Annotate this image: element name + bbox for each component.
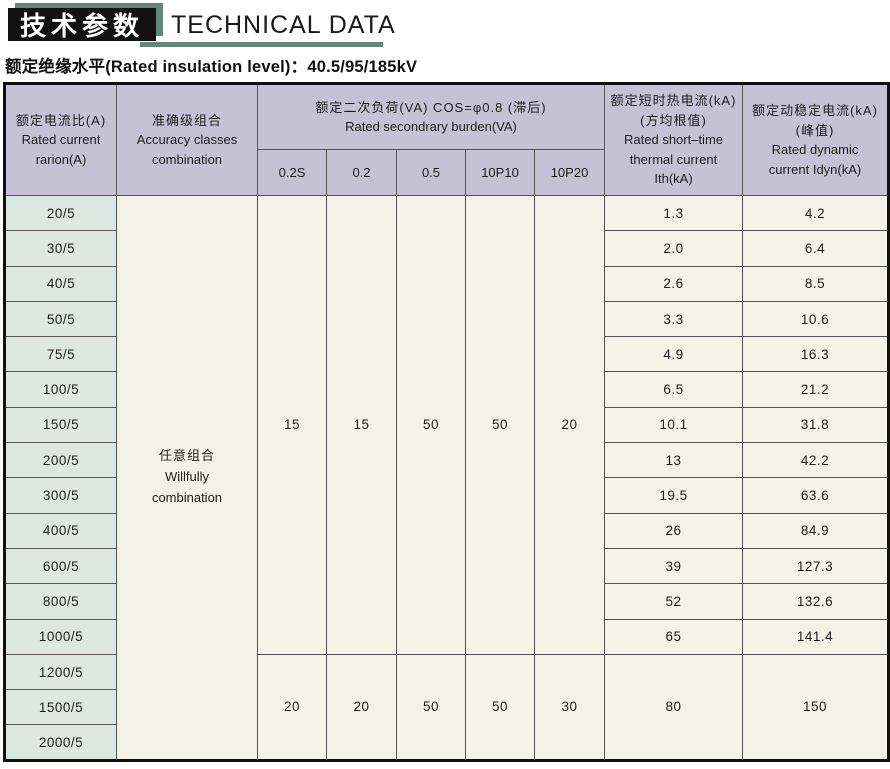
ratio-column-header: 额定电流比(A) Rated current rarion(A) <box>4 83 117 196</box>
ith-cell: 19.5 <box>604 477 744 514</box>
idyn-cell: 63.6 <box>742 477 890 514</box>
ratio-cell: 1500/5 <box>4 689 117 726</box>
ratio-cell: 200/5 <box>4 442 117 479</box>
idyn-column-header: 额定动稳定电流(kA) (峰值) Rated dynamic current I… <box>742 83 890 196</box>
table-row: 30/5 2.0 6.4 <box>4 230 890 267</box>
title-box: 技术参数 <box>8 8 156 41</box>
ratio-cell: 2000/5 <box>4 724 117 761</box>
idyn-cell: 42.2 <box>742 442 890 479</box>
table-row: 300/5 19.5 63.6 <box>4 477 890 514</box>
burden-cell-02s: 20 <box>257 653 327 761</box>
burden-column-header: 额定二次负荷(VA) COS=φ0.8 (滞后) Rated secondrar… <box>256 83 606 150</box>
header-row-subcols: 0.2S 0.2 0.5 10P10 10P20 <box>5 149 889 196</box>
idyn-cell: 6.4 <box>742 230 890 267</box>
table-row: 200/5 13 42.2 <box>4 442 890 479</box>
subcol-header-02: 0.2 <box>326 149 397 196</box>
ith-cell: 52 <box>604 583 744 620</box>
accuracy-cell: 任意组合 Willfully combination <box>116 195 258 761</box>
table-row: 800/5 52 132.6 <box>4 583 890 620</box>
idyn-cell: 127.3 <box>742 547 890 585</box>
ith-cell: 65 <box>604 618 744 655</box>
subcol-header-02s: 0.2S <box>257 149 327 196</box>
table-row: 1000/5 65 141.4 <box>4 618 890 655</box>
idyn-cell: 132.6 <box>742 583 890 620</box>
page-title-en: TECHNICAL DATA <box>171 11 396 39</box>
table-row: 50/5 3.3 10.6 <box>4 300 890 338</box>
ratio-cell: 600/5 <box>4 547 117 585</box>
burden-cell-02: 15 <box>326 195 397 655</box>
accuracy-column-header: 准确级组合 Accuracy classes combination <box>116 83 258 196</box>
subcol-header-05: 0.5 <box>396 149 466 196</box>
ith-cell: 4.9 <box>604 336 744 373</box>
idyn-cell: 8.5 <box>742 265 890 302</box>
table-row: 20/5 任意组合 Willfully combination 15 15 50… <box>4 194 890 761</box>
table-row: 100/5 6.5 21.2 <box>4 371 890 408</box>
ith-cell: 3.3 <box>604 300 744 338</box>
ith-cell: 10.1 <box>604 406 744 444</box>
idyn-cell: 150 <box>742 653 890 761</box>
ratio-cell: 800/5 <box>4 583 117 620</box>
ratio-cell: 40/5 <box>4 265 117 302</box>
ith-cell: 6.5 <box>604 371 744 408</box>
ratio-cell: 100/5 <box>4 371 117 408</box>
burden-cell-10p20: 30 <box>533 653 606 761</box>
ratio-cell: 75/5 <box>4 336 117 373</box>
idyn-cell: 4.2 <box>742 194 890 232</box>
idyn-cell: 16.3 <box>742 336 890 373</box>
ith-cell: 2.6 <box>604 265 744 302</box>
burden-cell-05: 50 <box>396 653 466 761</box>
table-row: 400/5 26 84.9 <box>4 512 890 549</box>
burden-cell-02: 20 <box>326 653 397 761</box>
subcol-header-10p10: 10P10 <box>465 149 535 196</box>
insulation-level-line: 额定绝缘水平(Rated insulation level)：40.5/95/1… <box>5 58 418 76</box>
ith-cell: 80 <box>604 653 744 761</box>
ratio-cell: 20/5 <box>4 194 117 232</box>
header-row-main: 额定电流比(A) Rated current rarion(A) 准确级组合 A… <box>4 83 890 196</box>
subcol-header-10p20: 10P20 <box>533 149 606 196</box>
technical-data-table: 额定电流比(A) Rated current rarion(A) 准确级组合 A… <box>3 82 890 762</box>
table-row: 600/5 39 127.3 <box>4 547 890 585</box>
ratio-cell: 1200/5 <box>4 653 117 691</box>
idyn-cell: 21.2 <box>742 371 890 408</box>
burden-cell-10p20: 20 <box>533 195 606 655</box>
burden-cell-05: 50 <box>396 195 466 655</box>
table-row: 40/5 2.6 8.5 <box>4 265 890 302</box>
idyn-cell: 10.6 <box>742 300 890 338</box>
burden-cell-02s: 15 <box>257 195 327 655</box>
table-row: 2000/5 <box>4 724 889 761</box>
ratio-cell: 400/5 <box>4 512 117 549</box>
ith-column-header: 额定短时热电流(kA) (方均根值) Rated short–time ther… <box>604 83 744 196</box>
burden-cell-10p10: 50 <box>465 195 535 655</box>
ith-cell: 13 <box>604 442 744 479</box>
ratio-cell: 150/5 <box>4 406 117 444</box>
ratio-cell: 1000/5 <box>4 618 117 655</box>
idyn-cell: 141.4 <box>742 618 890 655</box>
idyn-cell: 31.8 <box>742 406 890 444</box>
ith-cell: 1.3 <box>604 194 744 232</box>
ith-cell: 26 <box>604 512 744 549</box>
ratio-cell: 50/5 <box>4 300 117 338</box>
table-row: 1200/5 20 20 50 50 30 80 150 <box>4 653 890 761</box>
ratio-cell: 30/5 <box>4 230 117 267</box>
ith-cell: 2.0 <box>604 230 744 267</box>
ratio-cell: 300/5 <box>4 477 117 514</box>
page-title-cn: 技术参数 <box>19 11 144 41</box>
burden-cell-10p10: 50 <box>465 653 535 761</box>
idyn-cell: 84.9 <box>742 512 890 549</box>
ith-cell: 39 <box>604 547 744 585</box>
table-row: 150/5 10.1 31.8 <box>4 406 890 444</box>
title-underline <box>140 42 383 47</box>
